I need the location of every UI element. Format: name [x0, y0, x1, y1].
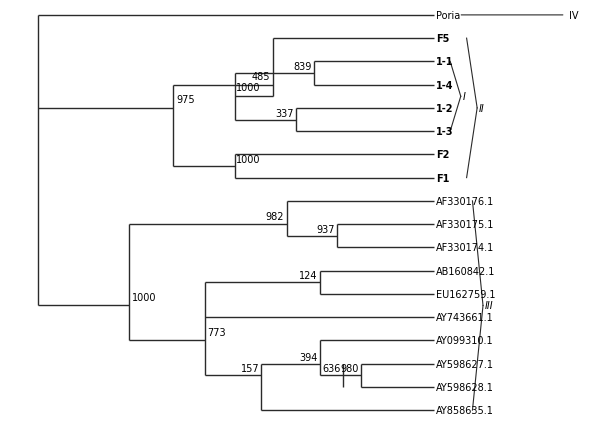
Text: AF330175.1: AF330175.1 — [436, 220, 495, 230]
Text: AB160842.1: AB160842.1 — [436, 266, 496, 276]
Text: III: III — [485, 301, 493, 311]
Text: 773: 773 — [208, 327, 226, 337]
Text: AY099310.1: AY099310.1 — [436, 336, 494, 345]
Text: AF330174.1: AF330174.1 — [436, 243, 495, 253]
Text: AY858635.1: AY858635.1 — [436, 405, 494, 415]
Text: 636: 636 — [323, 363, 341, 373]
Text: 1-4: 1-4 — [436, 81, 454, 90]
Text: I: I — [462, 92, 465, 102]
Text: 124: 124 — [299, 271, 318, 281]
Text: AY743661.1: AY743661.1 — [436, 312, 494, 322]
Text: 1000: 1000 — [132, 292, 157, 302]
Text: 157: 157 — [240, 363, 259, 373]
Text: 1000: 1000 — [236, 83, 261, 93]
Text: 1-2: 1-2 — [436, 104, 454, 114]
Text: EU162759.1: EU162759.1 — [436, 289, 496, 299]
Text: F2: F2 — [436, 150, 450, 160]
Text: II: II — [479, 104, 484, 114]
Text: 337: 337 — [276, 108, 294, 118]
Text: AY598627.1: AY598627.1 — [436, 359, 494, 369]
Text: F1: F1 — [436, 173, 450, 183]
Text: 975: 975 — [176, 95, 194, 105]
Text: Poria: Poria — [436, 11, 460, 21]
Text: 982: 982 — [266, 211, 285, 222]
Text: AF330176.1: AF330176.1 — [436, 196, 495, 206]
Text: 485: 485 — [251, 72, 270, 82]
Text: 1000: 1000 — [236, 155, 261, 164]
Text: F5: F5 — [436, 34, 450, 44]
Text: 1-1: 1-1 — [436, 57, 454, 67]
Text: 1-3: 1-3 — [436, 127, 454, 137]
Text: 980: 980 — [340, 363, 359, 373]
Text: 839: 839 — [294, 62, 312, 72]
Text: AY598628.1: AY598628.1 — [436, 382, 494, 392]
Text: 937: 937 — [317, 224, 335, 234]
Text: 394: 394 — [300, 352, 318, 362]
Text: IV: IV — [569, 11, 578, 21]
